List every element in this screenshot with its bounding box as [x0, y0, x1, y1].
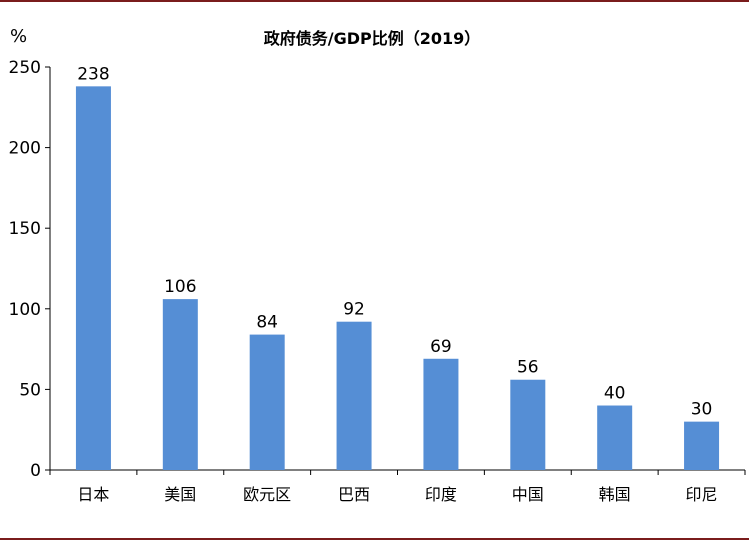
x-category-label: 印度	[425, 485, 457, 504]
bottom-border-rule	[0, 538, 749, 540]
bar-value-label: 106	[164, 277, 196, 297]
top-border-rule	[0, 0, 749, 2]
bar-value-label: 56	[517, 358, 539, 378]
y-tick-label: 50	[19, 380, 41, 400]
y-tick-label: 200	[9, 139, 41, 159]
y-axis-unit-label: %	[10, 26, 27, 47]
bars-group: 238 日本 106 美国 84 欧元区 92 巴西 69 印度 56 中国 40 韩国 30 印尼	[75, 64, 720, 504]
bar-value-label: 238	[77, 64, 109, 84]
bar-6	[597, 405, 633, 470]
x-category-label: 日本	[77, 485, 109, 504]
y-tick-label: 250	[9, 58, 41, 78]
axes-group: 0 50 100 150 200 250	[9, 58, 746, 481]
x-category-label: 韩国	[599, 485, 631, 504]
bar-5	[510, 379, 546, 470]
bar-1	[162, 299, 198, 470]
bar-value-label: 69	[430, 337, 452, 357]
x-category-label: 印尼	[686, 485, 718, 504]
bar-value-label: 92	[343, 300, 365, 320]
y-tick-label: 0	[30, 461, 41, 481]
bar-value-label: 40	[604, 384, 626, 404]
bar-7	[684, 421, 720, 470]
y-tick-label: 150	[9, 219, 41, 239]
x-category-label: 巴西	[338, 485, 370, 504]
y-tick-label: 100	[9, 300, 41, 320]
bar-2	[249, 334, 285, 470]
x-category-label: 中国	[512, 485, 544, 504]
chart-title: 政府债务/GDP比例（2019）	[264, 29, 481, 48]
bar-value-label: 30	[691, 400, 713, 420]
bar-3	[336, 321, 372, 470]
bar-4	[423, 358, 459, 470]
bar-0	[75, 86, 111, 471]
x-category-label: 美国	[164, 485, 196, 504]
bar-value-label: 84	[256, 313, 278, 333]
x-category-label: 欧元区	[243, 485, 291, 504]
